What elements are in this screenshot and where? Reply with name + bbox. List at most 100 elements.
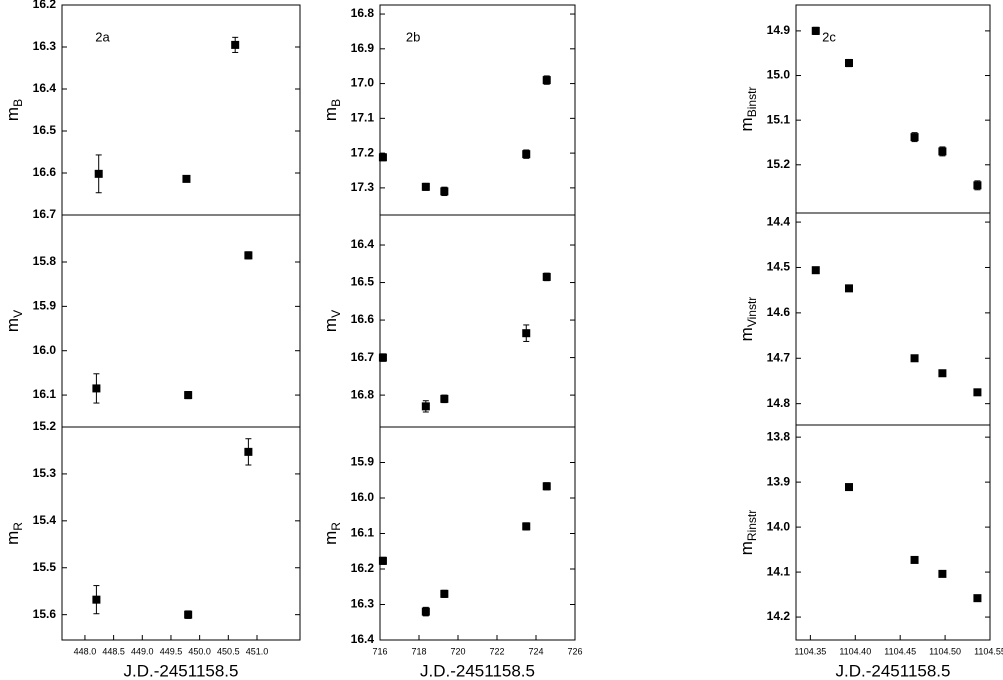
y-tick-label: 15.2 — [33, 419, 57, 433]
data-point — [378, 556, 387, 565]
y-axis-label-main: m — [321, 531, 340, 545]
y-axis-label-sub: B — [11, 99, 25, 107]
y-tick-label: 15.1 — [767, 112, 791, 126]
y-tick-label: 16.1 — [351, 526, 375, 540]
data-point — [938, 147, 947, 156]
panel-label: 2c — [822, 29, 836, 44]
y-tick-label: 14.9 — [767, 23, 791, 37]
data-point — [421, 182, 430, 191]
y-tick-label: 16.3 — [351, 597, 375, 611]
y-tick-label: 16.9 — [351, 41, 375, 55]
data-point — [244, 251, 253, 260]
data-point — [542, 482, 551, 491]
y-tick-label: 16.5 — [33, 123, 57, 137]
y-tick-label: 17.0 — [351, 76, 375, 90]
data-point — [973, 181, 982, 190]
x-tick-label: 448.5 — [102, 646, 125, 656]
y-tick-label: 15.2 — [767, 157, 791, 171]
y-axis-label-sub: R — [11, 522, 25, 531]
data-point — [844, 284, 853, 293]
y-tick-label: 16.0 — [33, 343, 57, 357]
y-tick-label: 15.4 — [33, 513, 57, 527]
y-axis-label: mRinstr — [737, 510, 759, 556]
data-point — [844, 483, 853, 492]
y-axis-label: mR — [321, 522, 343, 545]
y-axis-label: mV — [321, 310, 343, 332]
x-tick-label: 1104.40 — [839, 646, 871, 656]
data-point — [421, 607, 430, 616]
y-axis-label-main: m — [737, 541, 756, 555]
y-tick-label: 15.6 — [33, 607, 57, 621]
x-tick-label: 720 — [450, 646, 465, 656]
plot-frame — [795, 424, 991, 641]
y-axis-label: mB — [321, 99, 343, 121]
data-point — [811, 26, 820, 35]
data-point — [231, 40, 240, 49]
y-tick-label: 16.7 — [351, 350, 375, 364]
data-point — [440, 394, 449, 403]
y-axis-label-main: m — [3, 107, 22, 121]
data-point — [811, 266, 820, 275]
y-axis-label-main: m — [737, 327, 756, 341]
y-tick-label: 15.3 — [33, 466, 57, 480]
y-axis-label: mV — [3, 310, 25, 332]
data-point — [440, 589, 449, 598]
data-point — [973, 388, 982, 397]
y-axis-label-sub: Vinstr — [745, 297, 759, 327]
y-tick-label: 14.7 — [767, 350, 791, 364]
data-point — [244, 447, 253, 456]
y-axis-label-sub: V — [11, 310, 25, 318]
data-point — [938, 569, 947, 578]
x-tick-label: 451.0 — [246, 646, 269, 656]
data-point — [844, 59, 853, 68]
y-tick-label: 16.2 — [351, 561, 375, 575]
x-tick-label: 1104.45 — [884, 646, 916, 656]
data-point — [542, 76, 551, 85]
data-point — [910, 133, 919, 142]
y-axis-label: mB — [3, 99, 25, 121]
x-tick-label: 449.0 — [131, 646, 154, 656]
panel-label: 2b — [406, 29, 420, 44]
y-tick-label: 14.4 — [767, 214, 791, 228]
panel-label: 2a — [95, 29, 110, 44]
y-tick-label: 17.3 — [351, 180, 375, 194]
y-tick-label: 13.8 — [767, 429, 791, 443]
data-point — [378, 153, 387, 162]
x-tick-label: 1104.50 — [929, 646, 961, 656]
y-tick-label: 15.9 — [351, 455, 375, 469]
y-axis-label-main: m — [321, 318, 340, 332]
x-tick-label: 449.5 — [160, 646, 183, 656]
y-tick-label: 14.6 — [767, 305, 791, 319]
data-point — [94, 169, 103, 178]
x-tick-label: 450.0 — [188, 646, 211, 656]
y-tick-label: 16.4 — [33, 81, 57, 95]
data-point — [184, 391, 193, 400]
y-tick-label: 16.1 — [33, 387, 57, 401]
y-tick-label: 14.1 — [767, 564, 791, 578]
data-point — [542, 272, 551, 281]
y-tick-label: 16.8 — [351, 387, 375, 401]
y-tick-label: 16.5 — [351, 275, 375, 289]
y-tick-label: 14.5 — [767, 260, 791, 274]
x-tick-label: 718 — [411, 646, 426, 656]
y-tick-label: 15.5 — [33, 560, 57, 574]
plot-frame — [379, 426, 576, 641]
y-tick-label: 15.0 — [767, 68, 791, 82]
data-point — [910, 354, 919, 363]
y-tick-label: 17.1 — [351, 111, 375, 125]
data-point — [973, 594, 982, 603]
x-axis-label: J.D.-2451158.5 — [420, 661, 535, 680]
data-point — [522, 329, 531, 338]
y-axis-label-main: m — [3, 318, 22, 332]
y-axis-label-sub: Rinstr — [745, 510, 759, 541]
y-axis-label-sub: B — [329, 99, 343, 107]
y-tick-label: 14.8 — [767, 396, 791, 410]
y-axis-label: mVinstr — [737, 297, 759, 342]
y-axis-label-sub: V — [329, 310, 343, 318]
y-axis-label: mR — [3, 522, 25, 545]
data-point — [184, 610, 193, 619]
y-tick-label: 16.4 — [351, 632, 375, 646]
y-axis-label-main: m — [3, 531, 22, 545]
x-tick-label: 724 — [528, 646, 543, 656]
y-tick-label: 16.7 — [33, 207, 57, 221]
